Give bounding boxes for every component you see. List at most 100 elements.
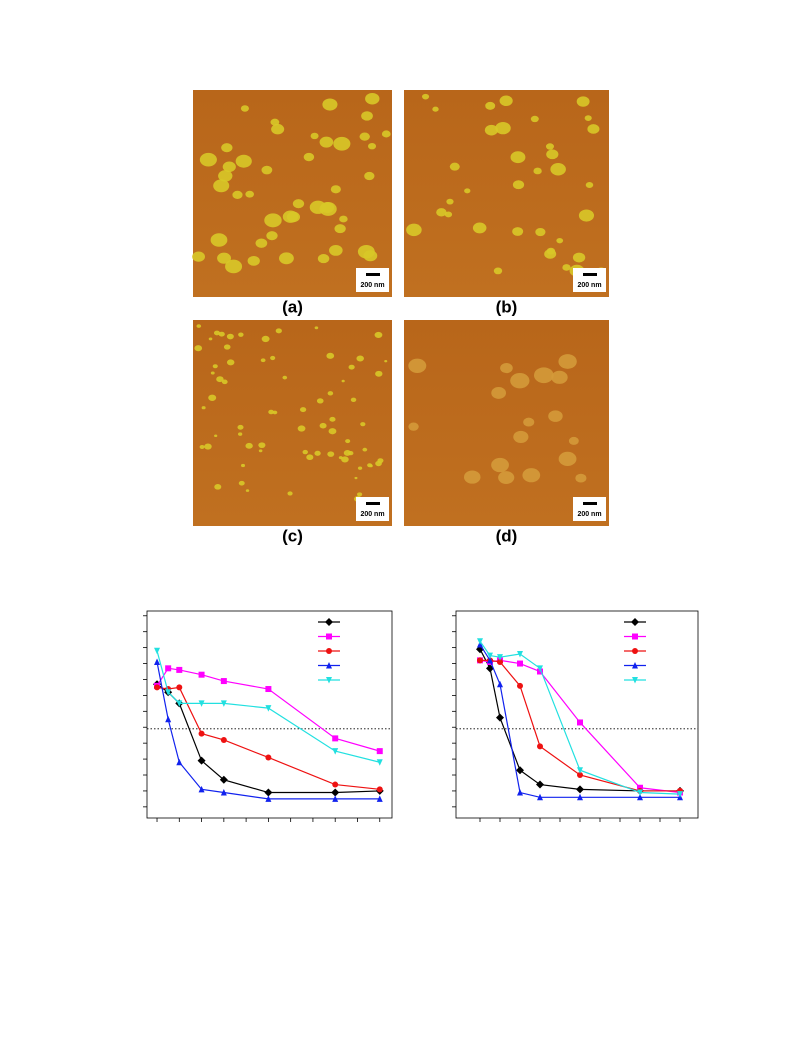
particle <box>223 344 231 350</box>
particle <box>556 237 564 244</box>
marker <box>517 650 523 658</box>
particle <box>282 210 299 223</box>
marker <box>376 786 383 793</box>
marker <box>264 788 273 797</box>
particle <box>357 244 375 259</box>
particle <box>568 436 579 445</box>
scale-bar-box <box>573 268 606 292</box>
scale-bar <box>583 502 597 505</box>
marker <box>154 658 161 665</box>
particle <box>330 185 341 194</box>
particle <box>512 227 524 236</box>
particle <box>212 364 218 369</box>
particle <box>213 330 220 336</box>
marker <box>154 647 161 655</box>
marker <box>154 684 161 691</box>
particle <box>551 370 568 384</box>
particle <box>196 324 202 328</box>
particle <box>208 394 217 401</box>
marker <box>497 654 503 661</box>
particle <box>578 209 595 222</box>
particle <box>208 337 213 341</box>
particle <box>550 163 566 176</box>
particle <box>232 190 243 199</box>
scale-bar-box <box>356 497 389 521</box>
legend-marker <box>631 618 639 626</box>
image-label: (d) <box>496 526 518 545</box>
particle <box>303 152 315 162</box>
legend-marker <box>326 648 332 654</box>
particle <box>512 180 525 190</box>
particle <box>350 397 357 402</box>
particle <box>319 136 334 148</box>
legend-marker <box>632 677 638 684</box>
particle <box>356 355 364 362</box>
marker <box>176 758 183 766</box>
particle <box>238 432 243 436</box>
legend-marker <box>326 677 332 684</box>
legend-marker <box>325 618 333 626</box>
particle <box>463 470 481 484</box>
marker <box>220 736 227 743</box>
scale-bar-box <box>356 268 389 292</box>
particle <box>533 167 542 175</box>
particle <box>275 328 282 334</box>
marker <box>677 791 683 798</box>
particle <box>436 208 447 217</box>
marker <box>376 748 383 755</box>
particle <box>510 151 526 164</box>
particle <box>199 444 205 449</box>
particle <box>375 370 383 377</box>
particle <box>210 371 215 375</box>
marker <box>497 680 503 688</box>
marker <box>496 713 504 722</box>
particle <box>216 376 224 383</box>
particle <box>495 121 511 135</box>
particle <box>338 456 343 460</box>
particle <box>432 106 439 112</box>
series-line <box>479 648 680 792</box>
particle <box>408 358 427 373</box>
marker <box>376 795 383 802</box>
marker <box>477 657 483 664</box>
particle <box>258 442 266 449</box>
marker <box>477 638 483 645</box>
scale-bar <box>583 273 597 276</box>
particle <box>319 422 327 429</box>
particle <box>345 439 351 444</box>
marker <box>176 666 183 673</box>
marker <box>198 785 205 793</box>
particle <box>359 132 370 141</box>
particle <box>316 398 324 404</box>
particle <box>449 162 460 171</box>
particle <box>297 425 306 432</box>
particle <box>287 491 293 496</box>
particle <box>214 434 218 438</box>
legend-marker <box>632 662 638 669</box>
particle <box>348 451 354 456</box>
afm-image <box>193 90 392 297</box>
particle <box>317 254 330 264</box>
marker <box>220 700 227 707</box>
particle <box>237 424 244 430</box>
particle <box>499 95 513 107</box>
particle <box>361 111 373 121</box>
particle <box>356 492 363 497</box>
particle <box>201 406 206 410</box>
marker <box>517 660 523 667</box>
particle <box>341 379 345 383</box>
marker <box>487 656 493 664</box>
marker <box>517 789 523 796</box>
particle <box>334 224 346 234</box>
marker <box>265 795 272 802</box>
particle <box>362 447 368 452</box>
marker <box>165 689 172 696</box>
particle <box>587 124 600 134</box>
particle <box>327 451 335 457</box>
series-line <box>156 661 380 800</box>
particle <box>530 115 539 123</box>
image-label: (b) <box>496 297 518 316</box>
scale-bar-label: 200 nm <box>577 511 601 518</box>
scale-bar <box>366 502 380 505</box>
